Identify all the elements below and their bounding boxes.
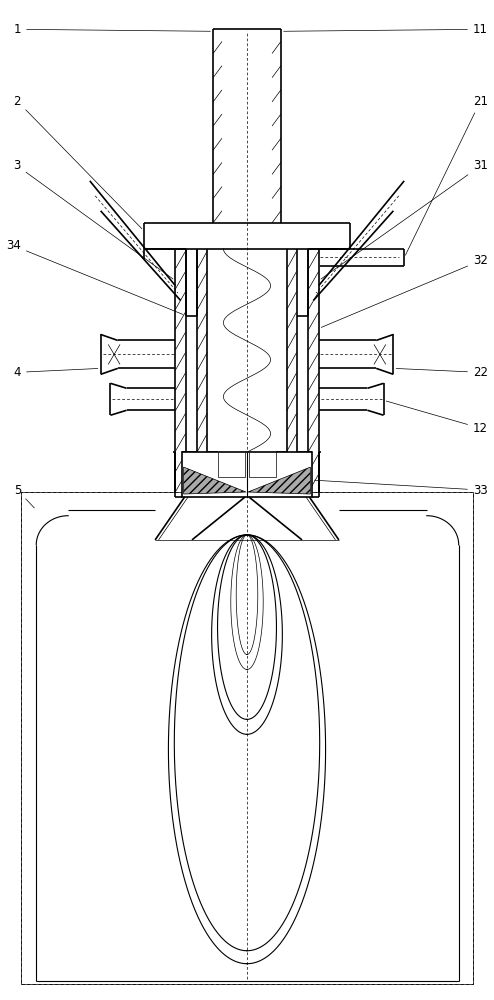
Text: 1: 1 — [13, 23, 210, 36]
Text: 2: 2 — [13, 95, 142, 229]
Text: 22: 22 — [396, 366, 488, 379]
Bar — [249, 452, 277, 477]
Text: 33: 33 — [315, 480, 488, 497]
Polygon shape — [184, 467, 246, 494]
Bar — [21, 492, 473, 984]
Text: 21: 21 — [406, 95, 488, 255]
Bar — [217, 452, 245, 477]
Text: 11: 11 — [284, 23, 488, 36]
Text: 31: 31 — [321, 159, 488, 279]
Text: 32: 32 — [321, 254, 488, 327]
Text: 34: 34 — [6, 239, 183, 314]
Text: 12: 12 — [386, 401, 488, 435]
Text: 3: 3 — [14, 159, 173, 279]
Bar — [182, 452, 312, 497]
Polygon shape — [248, 467, 310, 494]
Bar — [21, 492, 473, 984]
Text: 5: 5 — [14, 484, 35, 508]
Text: 4: 4 — [13, 366, 98, 379]
